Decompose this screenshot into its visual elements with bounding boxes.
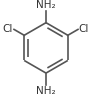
Text: Cl: Cl bbox=[79, 24, 89, 34]
Text: NH₂: NH₂ bbox=[36, 86, 56, 95]
Text: NH₂: NH₂ bbox=[36, 0, 56, 10]
Text: Cl: Cl bbox=[3, 24, 13, 34]
